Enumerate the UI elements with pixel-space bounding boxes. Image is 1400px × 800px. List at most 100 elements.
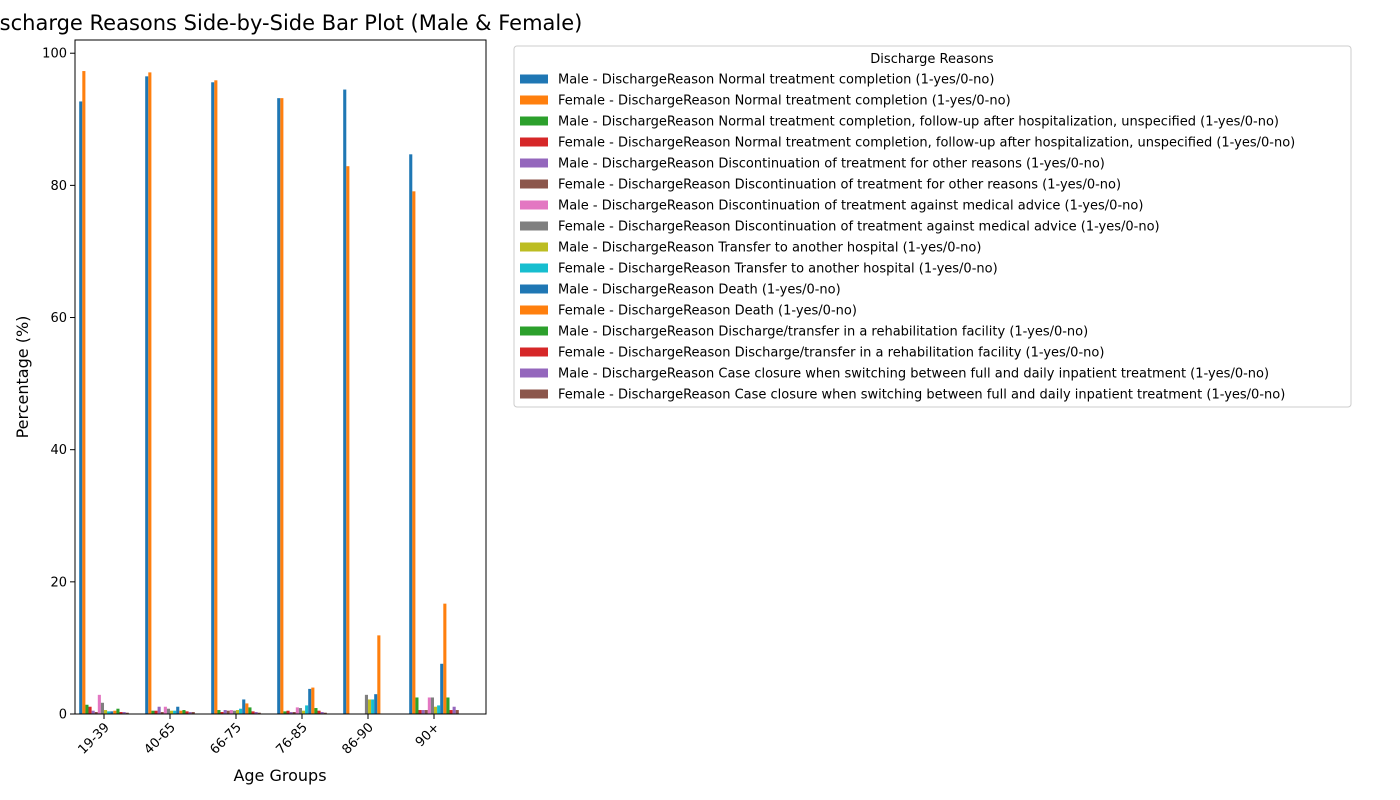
legend-entry: Male - DischargeReason Death (1-yes/0-no… (558, 283, 841, 298)
legend-swatch (520, 200, 548, 210)
bar (154, 710, 158, 714)
legend-entry: Male - DischargeReason Normal treatment … (558, 115, 1279, 130)
plot-area (79, 71, 459, 715)
legend-entry: Female - DischargeReason Transfer to ano… (558, 262, 998, 277)
bar (295, 707, 299, 714)
bar (409, 154, 413, 714)
plot-frame (74, 39, 487, 715)
legend-swatch (520, 74, 548, 84)
bar (185, 711, 189, 714)
bar (257, 712, 261, 714)
legend-entry: Female - DischargeReason Case closure wh… (558, 388, 1285, 403)
bar (110, 711, 114, 714)
bar (430, 697, 434, 714)
legend-swatch (520, 326, 548, 336)
y-tick-label: 60 (50, 311, 67, 326)
bar (160, 712, 164, 714)
legend-entry: Male - DischargeReason Case closure when… (558, 367, 1269, 382)
bar (170, 710, 174, 714)
bar (176, 706, 180, 714)
bar (79, 101, 83, 714)
bar (245, 703, 249, 714)
bar (418, 710, 422, 714)
bar (151, 710, 155, 714)
bar (100, 702, 104, 714)
bar (305, 705, 309, 714)
bar (125, 712, 129, 714)
bar (88, 706, 92, 714)
bar (308, 688, 312, 714)
bar (211, 82, 215, 715)
x-tick-label: 40-65 (142, 720, 179, 757)
y-tick-label: 20 (50, 575, 67, 590)
bar (182, 710, 186, 714)
y-axis-label: Percentage (%) (13, 316, 32, 439)
x-tick-label: 76-85 (274, 720, 311, 757)
bar (427, 697, 431, 714)
bar (116, 708, 120, 714)
legend-entry: Female - DischargeReason Discontinuation… (558, 178, 1121, 193)
chart-title: Discharge Reasons Side-by-Side Bar Plot … (0, 11, 582, 35)
bar (412, 191, 416, 714)
legend-swatch (520, 242, 548, 252)
legend-entry: Female - DischargeReason Death (1-yes/0-… (558, 304, 857, 319)
bar (214, 80, 218, 714)
bar (343, 89, 347, 714)
bar (173, 710, 177, 714)
bar (415, 697, 419, 714)
legend-swatch (520, 116, 548, 126)
bar (317, 710, 321, 714)
bar (424, 710, 428, 714)
legend-entry: Male - DischargeReason Transfer to anoth… (558, 241, 981, 256)
legend-entry: Male - DischargeReason Normal treatment … (558, 73, 994, 88)
legend-entry: Male - DischargeReason Discontinuation o… (558, 199, 1143, 214)
legend-swatch (520, 179, 548, 189)
bar (251, 711, 255, 714)
legend-title: Discharge Reasons (870, 52, 994, 67)
y-tick-label: 40 (50, 443, 67, 458)
bar (374, 694, 378, 714)
bar (191, 712, 195, 714)
legend-entry: Male - DischargeReason Discontinuation o… (558, 157, 1105, 172)
legend-swatch (520, 137, 548, 147)
bar (239, 708, 243, 714)
legend-entry: Female - DischargeReason Discharge/trans… (558, 346, 1104, 361)
y-axis: 0 20 40 60 80 100 (42, 47, 75, 723)
x-tick-label: 19-39 (76, 720, 113, 757)
bar (148, 72, 152, 714)
bar (97, 694, 101, 714)
bar (188, 712, 192, 714)
bar (289, 712, 293, 714)
legend-swatch (520, 284, 548, 294)
legend-swatch (520, 263, 548, 273)
bar (302, 710, 306, 714)
bar (280, 98, 284, 714)
bar (113, 710, 117, 714)
legend: Discharge Reasons Male - DischargeReason… (513, 45, 1352, 408)
bar (286, 710, 290, 714)
bar (346, 166, 350, 714)
y-tick-label: 100 (42, 47, 67, 62)
bar (320, 712, 324, 714)
bar (107, 711, 111, 714)
bar (166, 708, 170, 714)
legend-entry: Male - DischargeReason Discharge/transfe… (558, 325, 1088, 340)
bar (122, 712, 126, 714)
bar (449, 710, 453, 714)
x-tick-label: 86-90 (340, 720, 377, 757)
legend-swatch (520, 158, 548, 168)
bar (377, 635, 381, 714)
bar (452, 706, 456, 714)
bar (232, 710, 236, 714)
legend-items: Male - DischargeReason Normal treatment … (520, 73, 1295, 403)
bar (104, 710, 108, 714)
bar (314, 708, 318, 714)
bar (421, 710, 425, 714)
bar (119, 712, 123, 714)
bar (368, 699, 372, 714)
bar (217, 710, 221, 714)
y-tick-label: 80 (50, 179, 67, 194)
bar (223, 710, 227, 714)
legend-entry: Female - DischargeReason Discontinuation… (558, 220, 1160, 235)
